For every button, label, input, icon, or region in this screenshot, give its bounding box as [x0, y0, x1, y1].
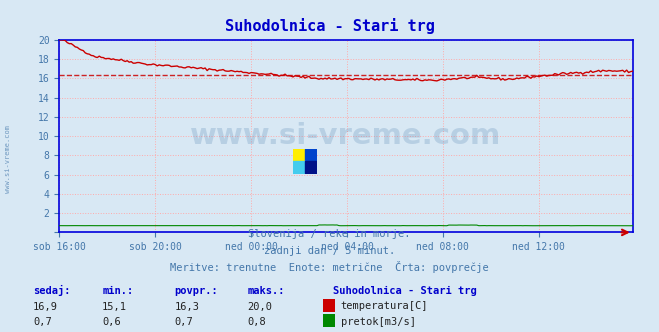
Text: zadnji dan / 5 minut.: zadnji dan / 5 minut. [264, 246, 395, 256]
Text: 0,6: 0,6 [102, 317, 121, 327]
Text: 16,3: 16,3 [175, 302, 200, 312]
Text: 16,9: 16,9 [33, 302, 58, 312]
Text: Meritve: trenutne  Enote: metrične  Črta: povprečje: Meritve: trenutne Enote: metrične Črta: … [170, 261, 489, 273]
Text: Slovenija / reke in morje.: Slovenija / reke in morje. [248, 229, 411, 239]
Text: 20,0: 20,0 [247, 302, 272, 312]
Text: 0,7: 0,7 [33, 317, 51, 327]
Text: www.si-vreme.com: www.si-vreme.com [190, 122, 501, 150]
Text: sedaj:: sedaj: [33, 285, 71, 296]
Text: www.si-vreme.com: www.si-vreme.com [5, 125, 11, 193]
Text: 0,7: 0,7 [175, 317, 193, 327]
Text: maks.:: maks.: [247, 286, 285, 296]
Text: pretok[m3/s]: pretok[m3/s] [341, 317, 416, 327]
Bar [323, 299, 335, 312]
Text: min.:: min.: [102, 286, 133, 296]
Bar [323, 314, 335, 327]
Text: Suhodolnica - Stari trg: Suhodolnica - Stari trg [225, 18, 434, 34]
Text: 15,1: 15,1 [102, 302, 127, 312]
Text: Suhodolnica - Stari trg: Suhodolnica - Stari trg [333, 286, 476, 296]
Text: 0,8: 0,8 [247, 317, 266, 327]
Text: povpr.:: povpr.: [175, 286, 218, 296]
Text: temperatura[C]: temperatura[C] [341, 301, 428, 311]
